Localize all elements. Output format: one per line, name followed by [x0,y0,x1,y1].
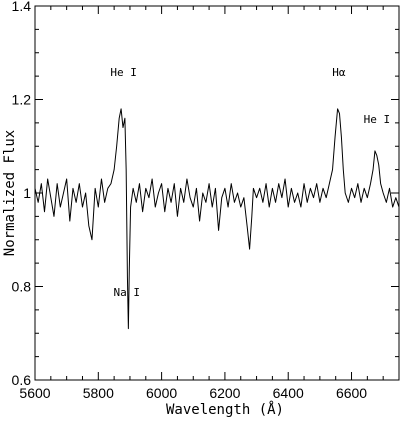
spectrum-line [34,108,400,330]
y-tick-label: 0.6 [12,372,32,388]
x-tick-label: 6400 [273,385,304,401]
x-axis-title: Wavelength (Å) [166,401,284,418]
x-tick-label: 5600 [19,385,50,401]
line-label: He I [364,113,391,126]
y-axis-title: Normalized Flux [2,130,18,256]
x-tick-label: 6000 [146,385,177,401]
x-tick-label: 6200 [209,385,240,401]
plot-frame [34,5,400,381]
x-tick-label: 5800 [83,385,114,401]
y-tick-label: 1.2 [12,92,32,108]
y-tick-label: 1 [23,185,31,201]
line-label: Hα [332,66,346,79]
y-tick-label: 0.8 [12,279,32,295]
plot-area: 5600 5800 6000 6200 6400 6600 0.6 0.8 1 1.2 1.4 He … [12,0,400,401]
line-label: Na I [114,286,141,299]
y-tick-label: 1.4 [12,0,32,14]
line-label: He I [110,66,137,79]
x-tick-label: 6600 [336,385,367,401]
